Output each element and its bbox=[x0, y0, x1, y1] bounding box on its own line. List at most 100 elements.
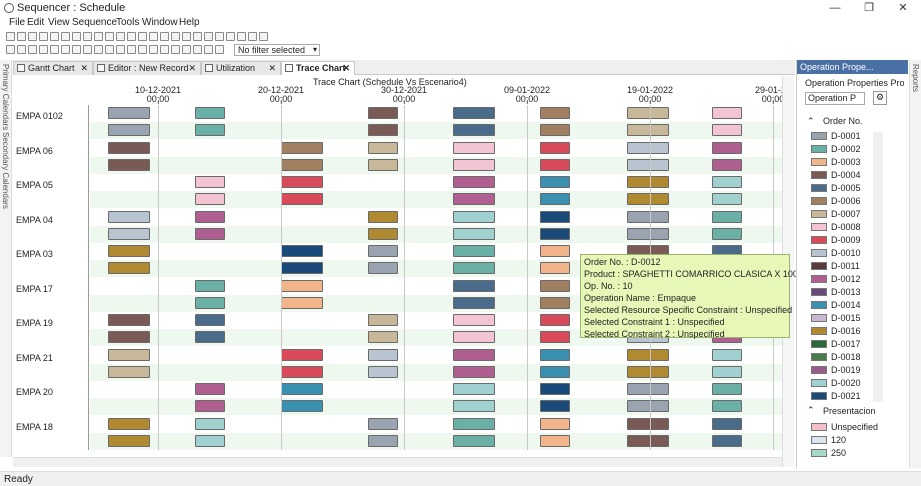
toolbar-icon[interactable] bbox=[39, 32, 48, 41]
operation-bar[interactable] bbox=[453, 141, 495, 154]
operation-bar[interactable] bbox=[453, 400, 495, 412]
toolbar-icon[interactable] bbox=[83, 32, 92, 41]
operation-bar[interactable] bbox=[712, 176, 742, 188]
toolbar-icon[interactable] bbox=[28, 32, 37, 41]
operation-bar[interactable] bbox=[108, 331, 150, 343]
operation-bar[interactable] bbox=[108, 417, 150, 430]
menu-view[interactable]: View bbox=[48, 17, 70, 28]
operation-bar[interactable] bbox=[281, 262, 323, 274]
operation-bar[interactable] bbox=[540, 400, 570, 412]
operation-bar[interactable] bbox=[453, 176, 495, 188]
operation-bar[interactable] bbox=[453, 210, 495, 223]
operation-bar[interactable] bbox=[540, 348, 570, 361]
operation-bar[interactable] bbox=[368, 227, 398, 240]
toolbar-icon[interactable] bbox=[138, 32, 147, 41]
operation-bar[interactable] bbox=[627, 227, 669, 240]
operation-bar[interactable] bbox=[108, 314, 150, 326]
operation-bar[interactable] bbox=[540, 314, 570, 326]
operation-bar[interactable] bbox=[712, 107, 742, 119]
operation-bar[interactable] bbox=[627, 365, 669, 378]
operation-bar[interactable] bbox=[627, 210, 669, 223]
menu-file[interactable]: File bbox=[9, 17, 26, 28]
operation-dropdown[interactable]: Operation P bbox=[805, 92, 865, 105]
menu-edit[interactable]: Edit bbox=[27, 17, 45, 28]
toolbar-icon[interactable] bbox=[83, 45, 92, 54]
operation-bar[interactable] bbox=[368, 107, 398, 119]
operation-bar[interactable] bbox=[712, 400, 742, 412]
order-legend-label[interactable]: D-0020 bbox=[831, 378, 861, 388]
close-tab-icon[interactable]: ✕ bbox=[342, 63, 350, 73]
operation-bar[interactable] bbox=[453, 245, 495, 257]
operation-bar[interactable] bbox=[368, 124, 398, 136]
close-button[interactable]: ✕ bbox=[898, 2, 908, 14]
toolbar-icon[interactable] bbox=[149, 32, 158, 41]
toolbar-icon[interactable] bbox=[17, 32, 26, 41]
tab-trace-chart[interactable]: Trace Chart ✕ bbox=[281, 61, 355, 75]
operation-bar[interactable] bbox=[540, 245, 570, 257]
order-legend-label[interactable]: D-0014 bbox=[831, 300, 861, 310]
operation-bar[interactable] bbox=[627, 348, 669, 361]
operation-bar[interactable] bbox=[627, 383, 669, 395]
toolbar-icon[interactable] bbox=[6, 45, 15, 54]
operation-bar[interactable] bbox=[195, 314, 225, 326]
operation-bar[interactable] bbox=[108, 245, 150, 257]
operation-bar[interactable] bbox=[453, 296, 495, 309]
operation-bar[interactable] bbox=[712, 417, 742, 430]
operation-bar[interactable] bbox=[195, 331, 225, 343]
operation-bar[interactable] bbox=[368, 210, 398, 223]
settings-icon[interactable]: ⚙ bbox=[873, 91, 887, 105]
tab-utilization[interactable]: Utilization ✕ bbox=[201, 61, 281, 75]
order-legend-label[interactable]: D-0001 bbox=[831, 131, 861, 141]
operation-bar[interactable] bbox=[368, 348, 398, 361]
operation-bar[interactable] bbox=[540, 107, 570, 119]
operation-bar[interactable] bbox=[195, 107, 225, 119]
toolbar-icon[interactable] bbox=[72, 45, 81, 54]
operation-bar[interactable] bbox=[108, 158, 150, 171]
order-legend-label[interactable]: D-0011 bbox=[831, 261, 860, 271]
order-legend-label[interactable]: D-0021 bbox=[831, 391, 861, 401]
operation-bar[interactable] bbox=[195, 296, 225, 309]
operation-bar[interactable] bbox=[281, 348, 323, 361]
operation-bar[interactable] bbox=[627, 400, 669, 412]
close-tab-icon[interactable]: ✕ bbox=[268, 63, 276, 73]
toolbar-icon[interactable] bbox=[237, 32, 246, 41]
toolbar-icon[interactable] bbox=[193, 45, 202, 54]
operation-bar[interactable] bbox=[108, 262, 150, 274]
operation-bar[interactable] bbox=[712, 141, 742, 154]
toolbar-icon[interactable] bbox=[226, 32, 235, 41]
filter-select[interactable]: No filter selected bbox=[234, 44, 320, 56]
operation-bar[interactable] bbox=[453, 193, 495, 205]
toolbar-icon[interactable] bbox=[171, 32, 180, 41]
operation-bar[interactable] bbox=[108, 365, 150, 378]
operation-bar[interactable] bbox=[540, 141, 570, 154]
toolbar-icon[interactable] bbox=[17, 45, 26, 54]
operation-bar[interactable] bbox=[453, 365, 495, 378]
operation-bar[interactable] bbox=[108, 210, 150, 223]
order-legend-label[interactable]: D-0018 bbox=[831, 352, 861, 362]
operation-bar[interactable] bbox=[453, 279, 495, 292]
operation-bar[interactable] bbox=[540, 434, 570, 447]
toolbar-icon[interactable] bbox=[105, 45, 114, 54]
toolbar-icon[interactable] bbox=[204, 45, 213, 54]
operation-bar[interactable] bbox=[540, 279, 570, 292]
toolbar-icon[interactable] bbox=[204, 32, 213, 41]
operation-bar[interactable] bbox=[281, 158, 323, 171]
operation-bar[interactable] bbox=[627, 124, 669, 136]
operation-bar[interactable] bbox=[540, 210, 570, 223]
operation-bar[interactable] bbox=[453, 227, 495, 240]
operation-bar[interactable] bbox=[540, 176, 570, 188]
toolbar-icon[interactable] bbox=[116, 45, 125, 54]
operation-bar[interactable] bbox=[368, 331, 398, 343]
order-legend-label[interactable]: D-0002 bbox=[831, 144, 861, 154]
operation-bar[interactable] bbox=[540, 296, 570, 309]
operation-bar[interactable] bbox=[712, 383, 742, 395]
operation-bar[interactable] bbox=[368, 417, 398, 430]
collapse-icon[interactable]: ⌃ bbox=[807, 116, 815, 126]
operation-bar[interactable] bbox=[712, 434, 742, 447]
toolbar-icon[interactable] bbox=[28, 45, 37, 54]
order-legend-label[interactable]: D-0013 bbox=[831, 287, 861, 297]
toolbar-icon[interactable] bbox=[50, 45, 59, 54]
operation-bar[interactable] bbox=[281, 193, 323, 205]
operation-bar[interactable] bbox=[108, 107, 150, 119]
close-tab-icon[interactable]: ✕ bbox=[188, 63, 196, 73]
